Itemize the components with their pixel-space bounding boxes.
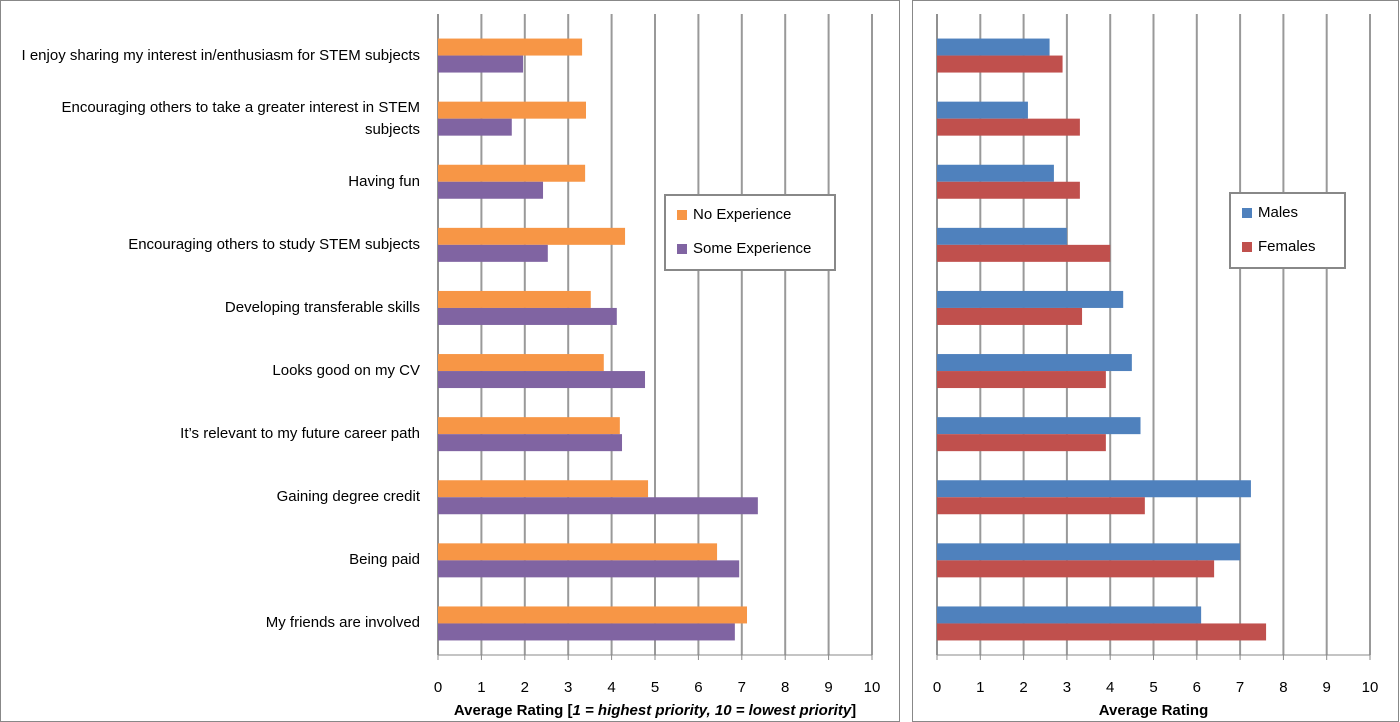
category-label: Having fun: [348, 172, 420, 190]
bar: [937, 560, 1215, 578]
category-label: Looks good on my CV: [272, 362, 420, 380]
legend-label: Females: [1258, 238, 1316, 255]
bar: [438, 497, 758, 515]
x-tick-label: 10: [1362, 679, 1379, 696]
x-tick-label: 10: [864, 679, 881, 696]
x-axis-title-part: Average Rating [: [454, 702, 573, 719]
legend-label: Some Experience: [693, 240, 811, 257]
bar: [438, 290, 591, 308]
x-tick-label: 7: [738, 679, 746, 696]
bar: [937, 623, 1267, 641]
x-tick-label: 1: [477, 679, 485, 696]
bar: [438, 38, 583, 56]
category-label-text: Gaining degree credit: [276, 488, 420, 506]
x-tick-label: 6: [694, 679, 702, 696]
x-tick-label: 8: [781, 679, 789, 696]
legend-swatch: [677, 210, 687, 220]
x-tick-label: 0: [933, 679, 941, 696]
category-label-text: It’s relevant to my future career path: [180, 425, 420, 443]
bar: [438, 55, 524, 73]
x-tick-label: 5: [1149, 679, 1157, 696]
bar: [438, 560, 740, 578]
x-axis-title-part: 1 = highest priority, 10 = lowest priori…: [572, 702, 851, 719]
bar: [937, 354, 1132, 372]
bar: [937, 118, 1080, 136]
bar: [937, 480, 1251, 498]
legend-swatch: [1242, 208, 1252, 218]
bar: [438, 606, 748, 624]
category-label: Developing transferable skills: [224, 298, 420, 316]
category-label: It’s relevant to my future career path: [180, 425, 420, 443]
category-label-text: Looks good on my CV: [272, 362, 420, 380]
bar: [438, 244, 548, 262]
x-tick-label: 7: [1236, 679, 1244, 696]
bar: [438, 101, 586, 119]
category-label-text: Encouraging others to study STEM subject…: [128, 235, 420, 253]
category-label: Being paid: [349, 551, 420, 569]
bar: [937, 244, 1111, 262]
category-label: Encouraging others to study STEM subject…: [128, 235, 420, 253]
category-label-text: Developing transferable skills: [224, 298, 420, 316]
x-tick-label: 1: [976, 679, 984, 696]
x-tick-label: 4: [1106, 679, 1114, 696]
category-label: Encouraging others to take a greater int…: [61, 98, 420, 138]
category-label-text: Having fun: [348, 172, 420, 190]
bar: [937, 417, 1141, 435]
x-axis-title-part: ]: [851, 702, 856, 719]
x-axis-title-part: Average Rating: [1099, 702, 1208, 719]
x-tick-label: 3: [1063, 679, 1071, 696]
x-tick-label: 4: [607, 679, 615, 696]
bar: [438, 543, 718, 561]
x-tick-label: 9: [824, 679, 832, 696]
x-tick-label: 3: [564, 679, 572, 696]
bar: [937, 55, 1063, 73]
legend-swatch: [1242, 242, 1252, 252]
legend-box: [1229, 192, 1346, 269]
bar: [438, 434, 623, 452]
legend-label: Males: [1258, 204, 1298, 221]
bar: [438, 164, 586, 182]
bar: [438, 480, 649, 498]
category-label-text: My friends are involved: [265, 614, 420, 632]
x-tick-label: 2: [1019, 679, 1027, 696]
x-tick-label: 8: [1279, 679, 1287, 696]
category-label-text: I enjoy sharing my interest in/enthusias…: [21, 46, 421, 64]
legend-label: No Experience: [693, 206, 791, 223]
bar: [937, 307, 1083, 325]
x-axis-title: Average Rating [1 = highest priority, 10…: [454, 702, 856, 719]
category-label: Gaining degree credit: [276, 488, 420, 506]
x-tick-label: 5: [651, 679, 659, 696]
bar: [438, 307, 617, 325]
bar: [937, 227, 1067, 245]
legend-swatch: [677, 244, 687, 254]
x-tick-label: 2: [521, 679, 529, 696]
x-axis-title: Average Rating: [1099, 702, 1208, 719]
bar: [438, 181, 544, 199]
bar: [438, 354, 604, 372]
bar: [438, 371, 646, 389]
bar: [937, 606, 1202, 624]
bar: [438, 227, 626, 245]
bar: [937, 434, 1106, 452]
bar: [937, 371, 1106, 389]
category-label: My friends are involved: [265, 614, 420, 632]
category-label-text: Being paid: [349, 551, 420, 569]
bar: [438, 417, 620, 435]
x-tick-label: 6: [1193, 679, 1201, 696]
x-tick-label: 0: [434, 679, 442, 696]
bar: [937, 543, 1241, 561]
bar: [937, 164, 1054, 182]
category-label-text: Encouraging others to take a greater int…: [61, 98, 420, 138]
bar: [937, 497, 1145, 515]
bar: [937, 181, 1080, 199]
category-label: I enjoy sharing my interest in/enthusias…: [21, 46, 421, 64]
bar: [937, 38, 1050, 56]
bar: [937, 101, 1028, 119]
x-tick-label: 9: [1323, 679, 1331, 696]
bar: [937, 290, 1124, 308]
legend-box: [664, 194, 836, 271]
bar: [438, 118, 512, 136]
bar: [438, 623, 735, 641]
